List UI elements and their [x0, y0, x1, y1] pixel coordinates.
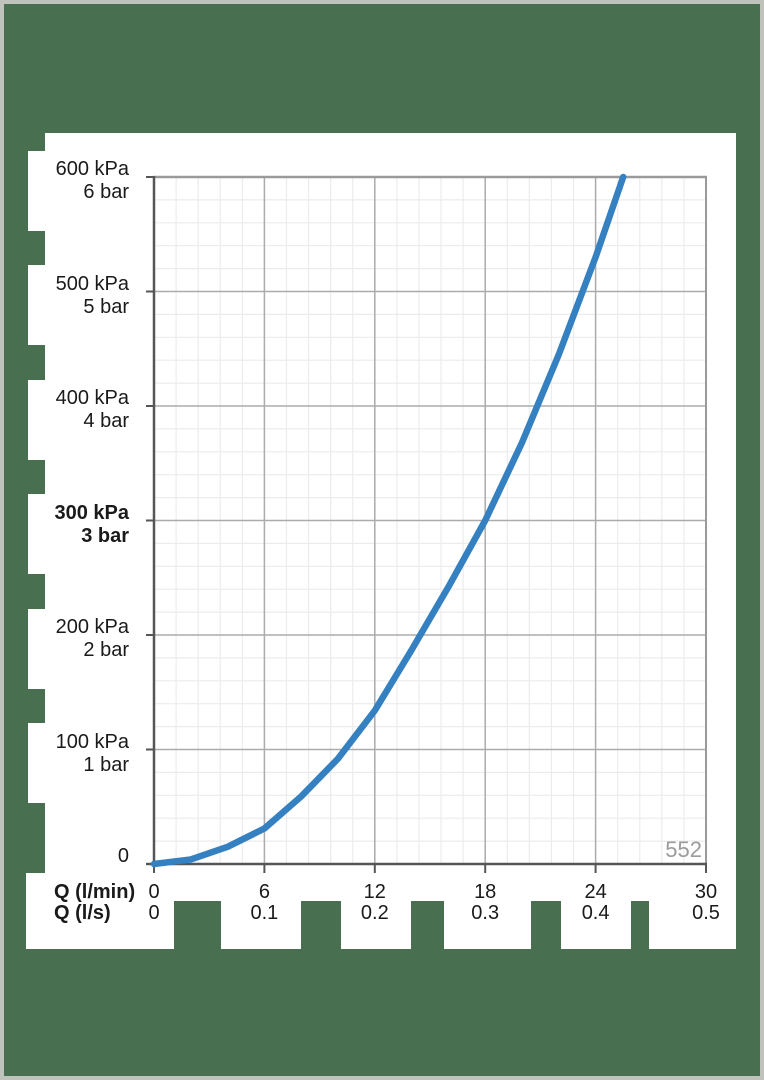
bottom-label-tab	[444, 901, 531, 949]
y-axis-label-0: 0	[117, 845, 129, 867]
x-tick-ticks_lmin-24: 24	[584, 881, 607, 903]
y-axis-label-300: 300 kPa 3 bar	[54, 501, 129, 547]
curve-id-annotation: 552	[665, 837, 702, 862]
y-axis-label-400: 400 kPa 4 bar	[55, 387, 129, 432]
x-tick-ticks_lmin-12: 12	[363, 881, 386, 903]
left-label-tab	[28, 265, 46, 345]
x-axis-unit-ls-label: Q (l/s)	[54, 902, 111, 924]
bottom-label-tab	[26, 873, 174, 949]
bottom-label-tab	[221, 901, 301, 949]
x-axis-unit-lmin-label: Q (l/min)	[54, 881, 136, 903]
left-label-tab	[28, 380, 46, 460]
x-tick-ticks_ls-0.4: 0.4	[581, 902, 610, 924]
bottom-label-tab	[649, 901, 736, 949]
y-axis-label-600: 600 kPa 6 bar	[55, 158, 129, 203]
x-tick-ticks_ls-0: 0	[148, 902, 160, 924]
y-axis-label-200: 200 kPa 2 bar	[55, 616, 129, 661]
x-tick-ticks_ls-0.3: 0.3	[471, 902, 500, 924]
x-tick-ticks_lmin-30: 30	[694, 881, 718, 903]
x-tick-ticks_lmin-0: 0	[148, 881, 160, 903]
x-tick-ticks_lmin-18: 18	[474, 881, 497, 903]
bottom-label-tab	[561, 901, 631, 949]
left-label-tab	[28, 494, 46, 574]
x-tick-ticks_ls-0.1: 0.1	[250, 902, 279, 924]
x-tick-ticks_ls-0.2: 0.2	[360, 902, 389, 924]
chart-panel	[45, 133, 736, 901]
left-label-tab	[28, 151, 46, 231]
x-tick-ticks_lmin-6: 6	[258, 881, 270, 903]
y-axis-label-100: 100 kPa 1 bar	[55, 730, 129, 776]
y-axis-label-500: 500 kPa 5 bar	[55, 272, 129, 318]
left-label-tab	[28, 609, 46, 689]
x-tick-ticks_ls-0.5: 0.5	[692, 902, 720, 924]
left-label-tab	[28, 723, 46, 803]
bottom-label-tab	[341, 901, 411, 949]
